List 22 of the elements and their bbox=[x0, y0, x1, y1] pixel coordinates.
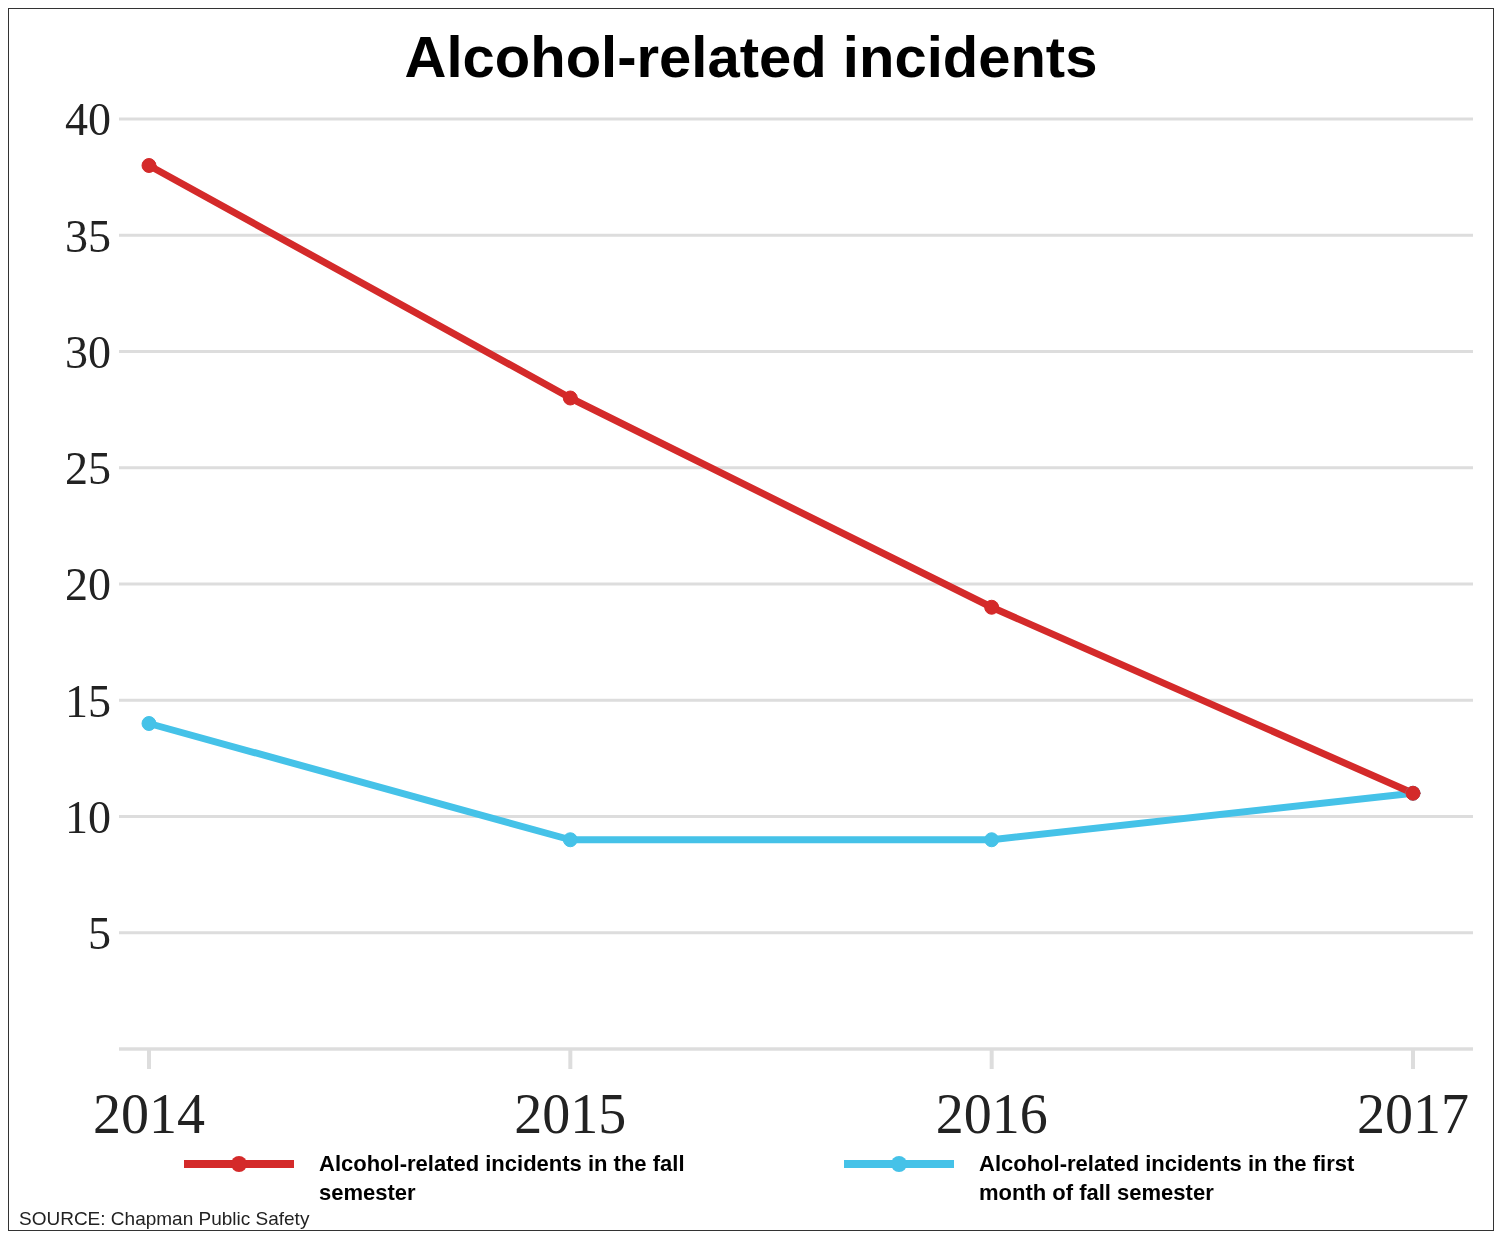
point bbox=[562, 832, 578, 848]
source-note: SOURCE: Chapman Public Safety bbox=[19, 1208, 310, 1230]
point bbox=[141, 158, 157, 173]
y-tick-label: 30 bbox=[65, 326, 111, 378]
x-tick-label: 2015 bbox=[514, 1082, 627, 1145]
x-tick-label: 2016 bbox=[935, 1082, 1048, 1145]
y-tick-label: 20 bbox=[65, 559, 111, 611]
y-tick-label: 35 bbox=[65, 210, 111, 262]
x-tick-label: 2014 bbox=[93, 1082, 205, 1145]
point bbox=[562, 390, 578, 406]
point bbox=[141, 716, 157, 731]
y-tick-label: 5 bbox=[88, 908, 111, 960]
y-tick-label: 15 bbox=[65, 675, 111, 727]
x-tick-label: 2017 bbox=[1357, 1082, 1469, 1145]
y-tick-label: 25 bbox=[65, 443, 111, 495]
legend-label: Alcohol-related incidents in the first month of fall semester bbox=[979, 1150, 1356, 1207]
legend-label: Alcohol-related incidents in the fall semester bbox=[319, 1150, 686, 1207]
y-tick-label: 40 bbox=[65, 94, 111, 146]
chart-title: Alcohol-related incidents bbox=[403, 24, 1099, 89]
point bbox=[984, 832, 1000, 848]
point bbox=[984, 599, 1000, 615]
y-tick-label: 10 bbox=[65, 791, 111, 843]
